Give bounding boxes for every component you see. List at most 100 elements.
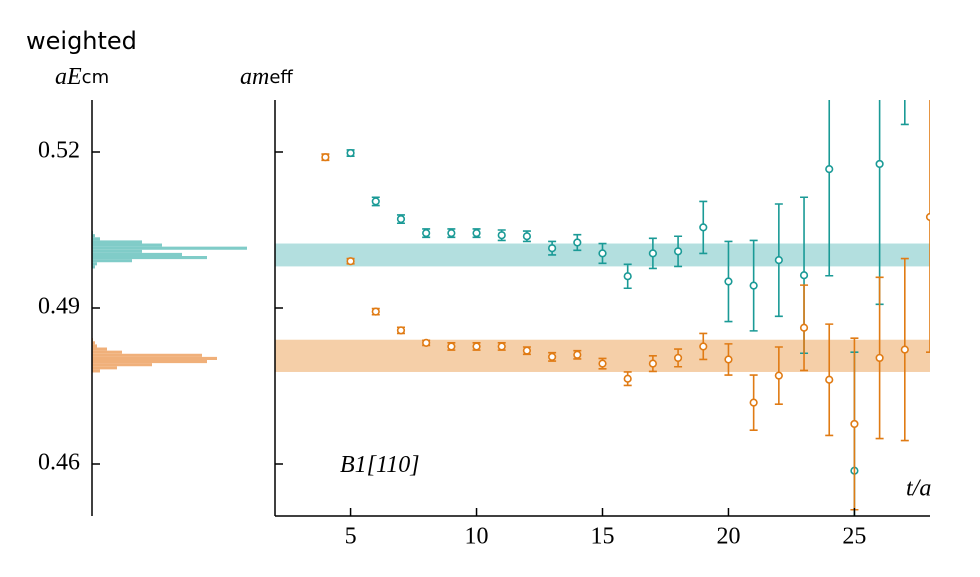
marker [673, 353, 683, 363]
x-tick-label: 25 [842, 524, 866, 550]
panel-title: weighted [26, 27, 137, 55]
marker [346, 257, 355, 266]
error-point [900, 257, 909, 442]
x-tick-label: 5 [345, 524, 357, 550]
marker [396, 326, 406, 335]
marker [825, 165, 834, 174]
histogram-bar [92, 256, 207, 260]
histogram-bar [92, 356, 217, 360]
histogram-bar [92, 347, 107, 351]
marker [623, 374, 632, 383]
histogram-bar [92, 353, 202, 357]
marker [774, 371, 783, 380]
marker [799, 271, 809, 280]
marker [875, 353, 884, 363]
error-point [749, 374, 758, 431]
error-point [825, 323, 834, 437]
y-tick-label: 0.46 [38, 450, 80, 476]
error-point [548, 351, 557, 362]
marker [749, 281, 758, 290]
marker [422, 229, 431, 238]
histogram-bar [92, 360, 207, 364]
label-main: am [240, 64, 269, 90]
marker [396, 214, 406, 224]
marker [497, 231, 506, 240]
error-point [422, 338, 431, 347]
marker [371, 197, 380, 206]
error-bar [926, 100, 930, 353]
marker [548, 352, 557, 361]
error-point [371, 196, 380, 207]
error-point [598, 242, 607, 265]
marker [522, 346, 532, 355]
error-point [321, 153, 330, 162]
label-sub: cm [82, 67, 109, 88]
marker [321, 153, 330, 162]
error-point [396, 326, 406, 335]
error-point [925, 100, 930, 353]
marker [472, 342, 481, 351]
error-point [774, 346, 783, 405]
error-point [472, 342, 481, 351]
marker [774, 256, 783, 265]
error-point [346, 257, 355, 266]
error-point [623, 263, 632, 290]
histogram-bar [92, 252, 182, 256]
y-axis-label: ameff [240, 64, 293, 90]
annotation: B1[110] [340, 452, 420, 478]
marker [371, 307, 380, 316]
label-sub: eff [269, 67, 293, 88]
y-axis-label: aEcm [55, 64, 109, 90]
marker [724, 355, 733, 364]
x-tick-label: 10 [465, 524, 489, 550]
error-point [673, 348, 683, 368]
marker [799, 323, 809, 332]
marker [548, 244, 557, 253]
error-point [573, 233, 582, 252]
histogram-bar [92, 259, 132, 263]
error-point [396, 214, 406, 225]
histogram-bar [92, 249, 142, 253]
marker [623, 272, 632, 281]
marker [447, 342, 456, 351]
error-point [472, 228, 481, 239]
annotation-text: B1[110] [340, 452, 420, 478]
error-point [799, 284, 809, 372]
marker [472, 229, 481, 238]
error-point [673, 235, 683, 268]
marker [598, 359, 607, 368]
marker [648, 249, 657, 258]
marker [875, 159, 884, 169]
marker [925, 212, 930, 222]
error-point [699, 332, 708, 361]
marker [648, 359, 657, 368]
histogram-bar [92, 369, 100, 373]
error-point [447, 228, 456, 239]
error-point [623, 371, 632, 387]
error-point [573, 349, 582, 360]
marker [749, 398, 758, 407]
error-point [900, 100, 909, 126]
error-point [875, 276, 884, 440]
histogram-bar [92, 350, 122, 354]
histogram-bar [92, 344, 97, 348]
histogram-bar [92, 237, 100, 241]
error-point [497, 342, 506, 351]
marker [673, 247, 683, 256]
error-point [447, 342, 456, 351]
marker [598, 249, 607, 258]
marker [573, 350, 582, 359]
marker [522, 232, 532, 241]
x-tick-label: 15 [591, 524, 615, 550]
marker [825, 375, 834, 384]
error-point [774, 203, 783, 318]
error-point [371, 307, 380, 316]
x-tick-label: 20 [716, 524, 740, 550]
error-point [648, 355, 657, 373]
error-point [497, 229, 506, 242]
error-point [346, 148, 355, 158]
error-point [598, 357, 607, 370]
histogram-bar [92, 265, 95, 269]
error-point [422, 228, 431, 239]
